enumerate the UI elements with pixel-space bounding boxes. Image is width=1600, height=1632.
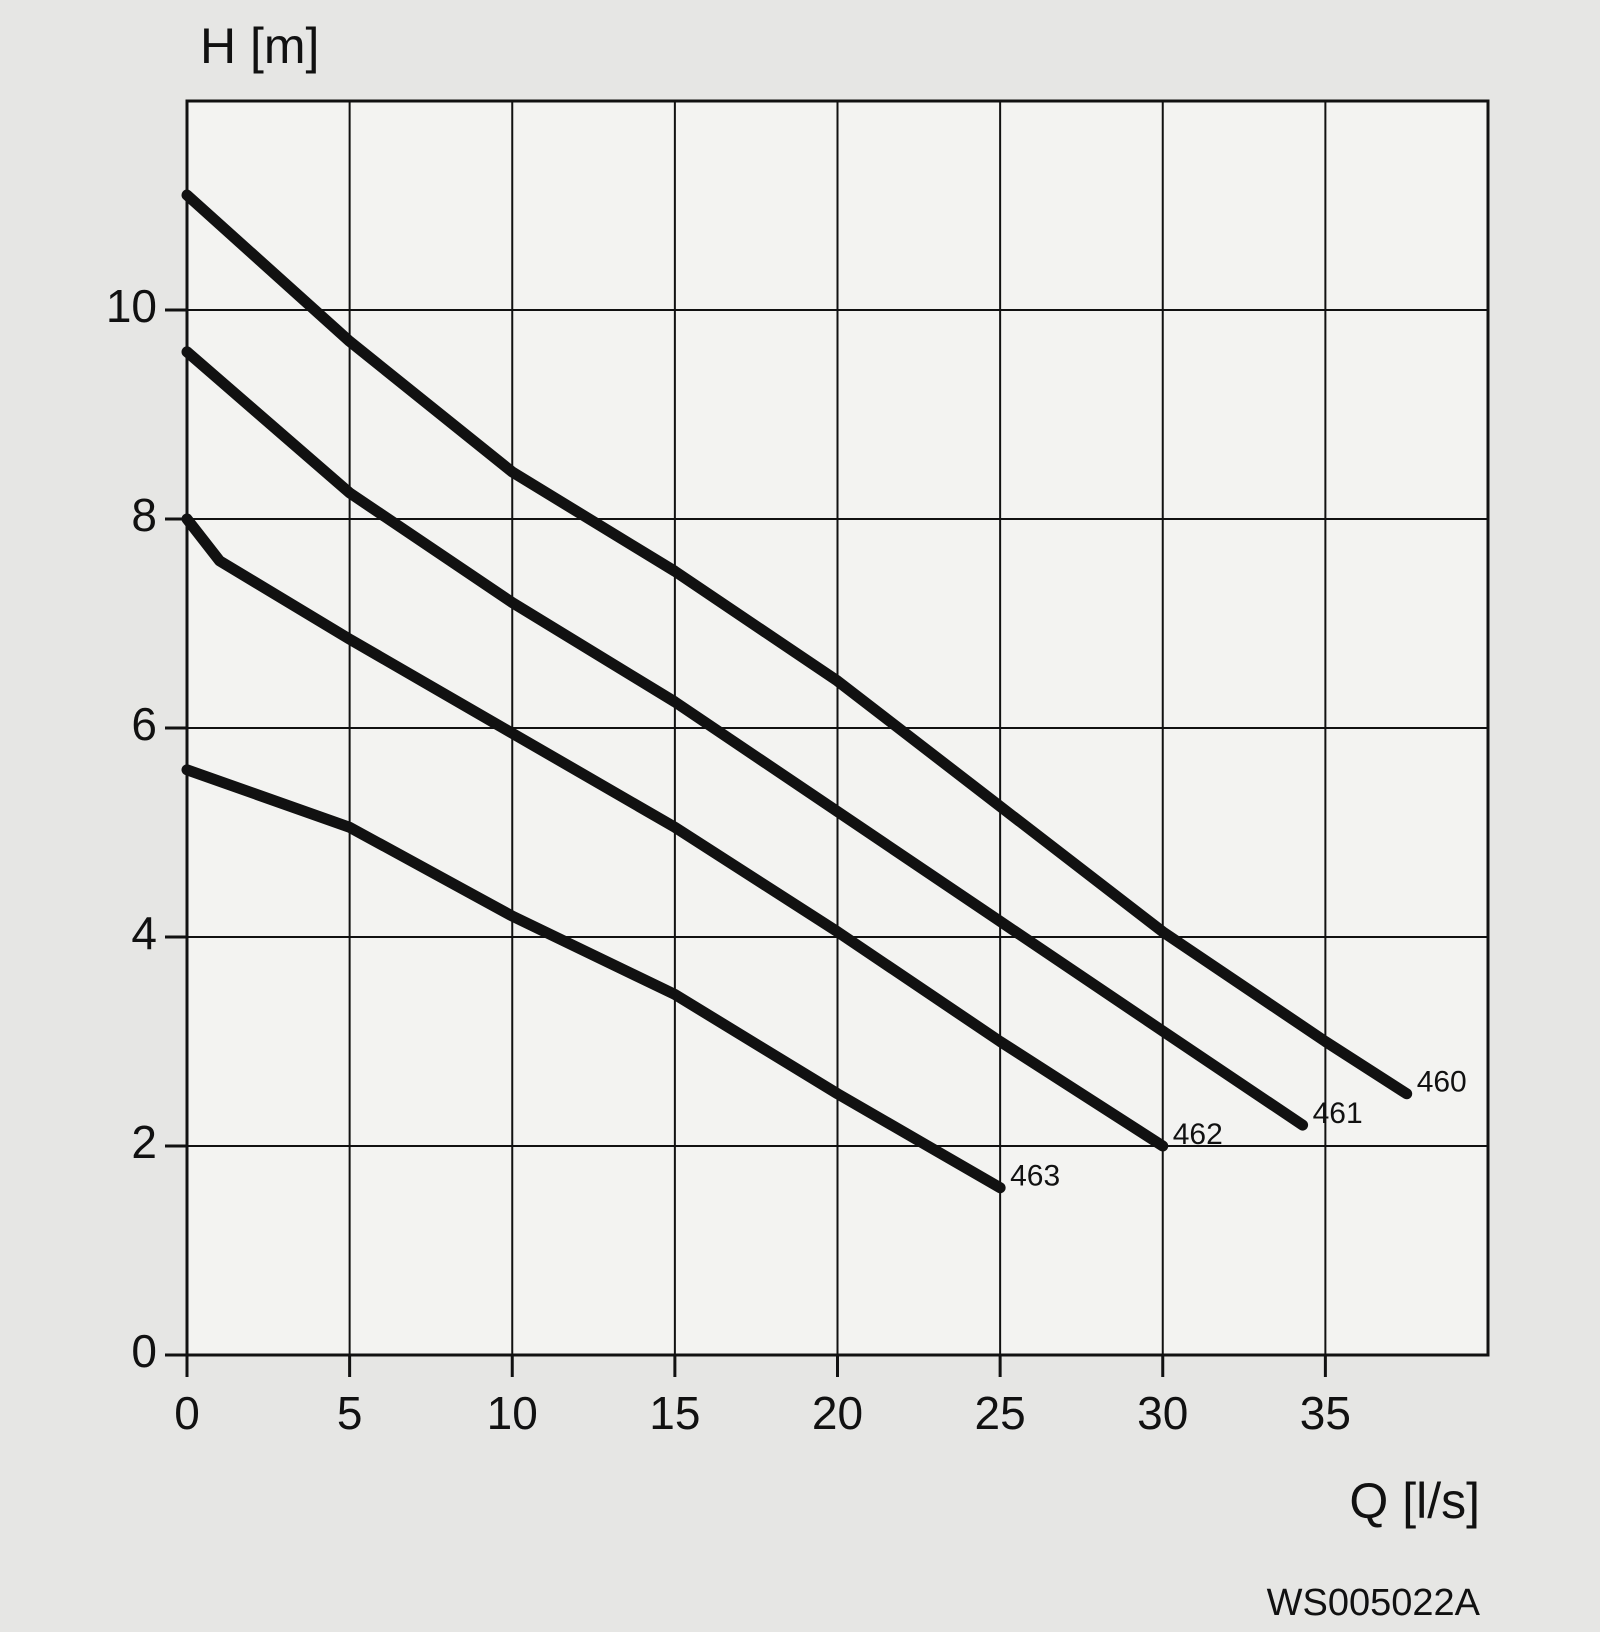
y-axis-label: H [m] (200, 18, 319, 74)
y-tick-label: 4 (131, 907, 157, 959)
x-tick-label: 15 (649, 1387, 700, 1439)
x-tick-label: 0 (174, 1387, 200, 1439)
figure-code: WS005022A (1267, 1582, 1481, 1624)
series-label: 463 (1010, 1160, 1060, 1193)
x-tick-label: 35 (1300, 1387, 1351, 1439)
y-tick-label: 2 (131, 1116, 157, 1168)
series-label: 462 (1173, 1118, 1223, 1151)
curve (181, 513, 1169, 1152)
y-tick-label: 10 (106, 280, 157, 332)
x-tick-label: 5 (337, 1387, 363, 1439)
y-tick-label: 0 (131, 1325, 157, 1377)
series-label: 460 (1417, 1066, 1467, 1099)
x-tick-label: 10 (487, 1387, 538, 1439)
x-axis-label: Q [l/s] (1349, 1473, 1480, 1529)
curve (181, 346, 1309, 1131)
x-tick-label: 30 (1137, 1387, 1188, 1439)
curve (181, 189, 1413, 1100)
series-label: 461 (1313, 1097, 1363, 1130)
x-tick-label: 20 (812, 1387, 863, 1439)
x-tick-label: 25 (975, 1387, 1026, 1439)
y-tick-label: 6 (131, 698, 157, 750)
y-tick-label: 8 (131, 489, 157, 541)
curve (181, 764, 1006, 1194)
